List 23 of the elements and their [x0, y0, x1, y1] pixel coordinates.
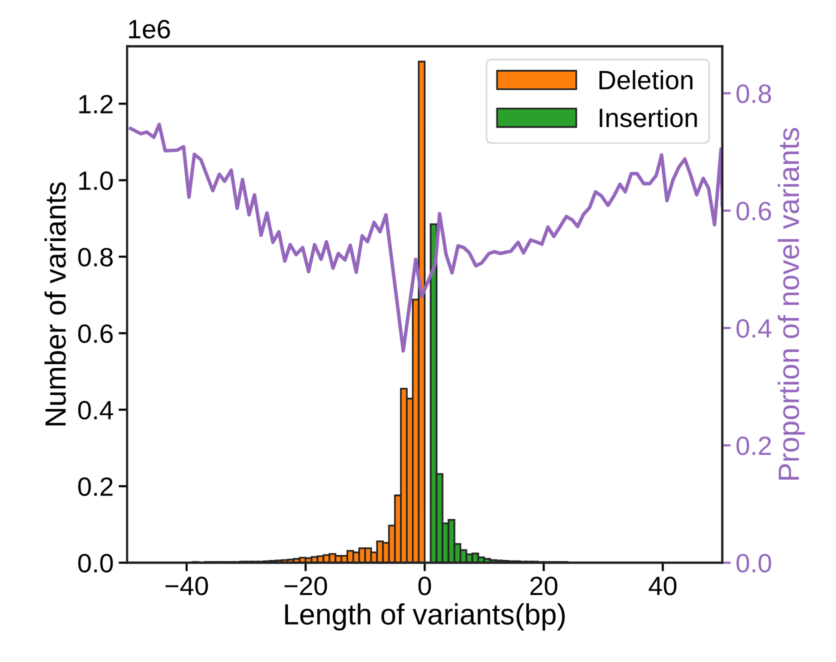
x-axis-title: Length of variants(bp): [285, 603, 565, 630]
x-tick-label: −40: [166, 576, 208, 596]
y-tick-label: 0.4: [78, 400, 114, 420]
x-tick-label: −20: [284, 576, 327, 596]
y2-tick-label: 0.4: [736, 319, 772, 338]
text: 1e6: [129, 20, 170, 39]
y2-tick-label: 0.6: [736, 202, 772, 220]
legend-label: Deletion: [600, 70, 692, 90]
y-tick-label: 0.6: [78, 324, 113, 344]
legend-label: Insertion: [600, 108, 697, 128]
y-tick-label: 1.2: [79, 94, 113, 114]
y-tick-label: 1.0: [79, 171, 113, 190]
y-tick-label: 0.0: [78, 554, 113, 573]
y-axis-title: Number of variants: [44, 182, 66, 426]
x-tick-label: 0: [418, 576, 431, 596]
x-tick-label: 40: [648, 576, 676, 596]
y2-axis-title: Proportion of novel variants: [778, 128, 805, 480]
x-tick-label: 20: [530, 576, 558, 596]
y-tick-label: 0.8: [78, 248, 113, 267]
y-tick-label: 0.2: [78, 477, 113, 496]
y2-tick-label: 0.0: [736, 554, 772, 573]
y2-tick-label: 0.8: [736, 84, 772, 104]
y2-tick-label: 0.2: [736, 436, 771, 456]
